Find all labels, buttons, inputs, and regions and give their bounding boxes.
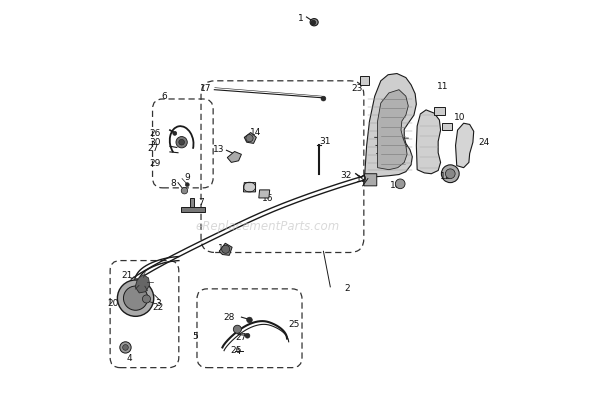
Polygon shape: [442, 123, 452, 130]
Text: 32: 32: [340, 171, 352, 180]
Circle shape: [221, 245, 230, 253]
Text: 10: 10: [454, 113, 466, 122]
Polygon shape: [259, 190, 270, 198]
Circle shape: [321, 96, 326, 101]
Text: 26: 26: [230, 346, 242, 355]
Text: 25: 25: [288, 320, 299, 328]
Text: 30: 30: [149, 138, 161, 147]
Text: 15: 15: [246, 185, 258, 194]
Ellipse shape: [310, 19, 318, 26]
Circle shape: [173, 131, 177, 135]
Text: 1: 1: [298, 14, 303, 23]
Polygon shape: [227, 152, 241, 162]
Polygon shape: [181, 207, 205, 212]
Circle shape: [233, 325, 241, 333]
Polygon shape: [416, 110, 440, 174]
Circle shape: [120, 342, 131, 353]
Circle shape: [445, 169, 455, 179]
Circle shape: [442, 165, 459, 183]
Text: 22: 22: [152, 303, 164, 312]
Text: 2: 2: [344, 284, 350, 293]
Text: 11: 11: [437, 82, 448, 91]
Text: 14: 14: [250, 128, 261, 137]
Circle shape: [395, 179, 405, 189]
Text: 29: 29: [149, 159, 161, 168]
Circle shape: [245, 333, 250, 338]
Circle shape: [118, 280, 154, 316]
Text: 24: 24: [479, 138, 490, 147]
Circle shape: [185, 183, 190, 187]
Polygon shape: [434, 107, 445, 115]
Polygon shape: [364, 174, 377, 186]
Circle shape: [142, 295, 151, 303]
Text: 4: 4: [126, 354, 132, 363]
Circle shape: [122, 345, 128, 350]
Text: 16: 16: [262, 194, 273, 203]
Text: 13: 13: [213, 145, 224, 154]
Polygon shape: [365, 74, 416, 177]
Text: 23: 23: [352, 84, 362, 93]
Text: eReplacementParts.com: eReplacementParts.com: [196, 220, 340, 233]
Polygon shape: [244, 183, 256, 192]
Text: 28: 28: [223, 314, 235, 322]
Text: 5: 5: [193, 332, 198, 341]
Text: 20: 20: [107, 299, 119, 308]
Text: 18: 18: [390, 181, 401, 190]
Text: 14: 14: [218, 244, 230, 253]
Text: 3: 3: [156, 299, 161, 307]
Circle shape: [176, 137, 187, 148]
Text: 12: 12: [440, 173, 452, 181]
Text: 19: 19: [356, 175, 367, 184]
Text: 17: 17: [200, 84, 212, 93]
Text: 7: 7: [198, 198, 204, 207]
Text: 9: 9: [185, 173, 191, 182]
Circle shape: [181, 187, 188, 194]
Polygon shape: [135, 275, 150, 293]
Text: 27: 27: [235, 333, 247, 342]
Circle shape: [124, 286, 148, 310]
Text: 21: 21: [121, 271, 133, 280]
Circle shape: [247, 317, 253, 323]
Circle shape: [246, 135, 253, 142]
Circle shape: [311, 20, 316, 25]
Text: 8: 8: [170, 179, 176, 188]
Circle shape: [179, 139, 184, 145]
Polygon shape: [219, 243, 232, 255]
Polygon shape: [377, 90, 408, 170]
Polygon shape: [455, 123, 474, 168]
Polygon shape: [360, 76, 370, 85]
Polygon shape: [244, 133, 256, 143]
Text: 26: 26: [149, 129, 161, 138]
Polygon shape: [190, 198, 194, 210]
Text: 31: 31: [319, 137, 331, 146]
Text: 6: 6: [161, 92, 167, 101]
Text: 27: 27: [147, 144, 158, 153]
